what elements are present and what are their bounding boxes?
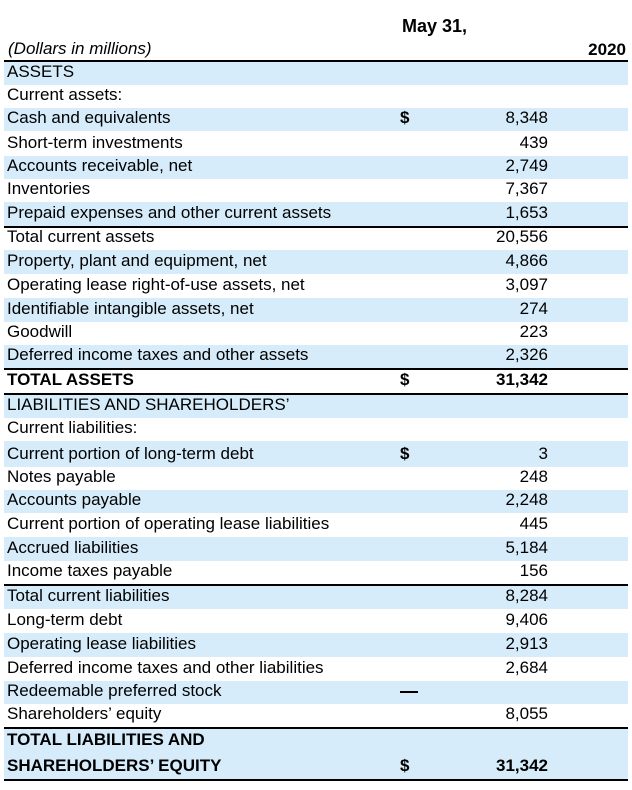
table-row: Prepaid expenses and other current asset…	[4, 202, 628, 226]
table-row: SHAREHOLDERS’ EQUITY $31,342	[4, 753, 628, 781]
row-value: 1,653	[505, 203, 548, 222]
row-label: Deferred income taxes and other liabilit…	[7, 658, 324, 677]
table-row: TOTAL LIABILITIES AND	[4, 727, 628, 753]
row-label: Identifiable intangible assets, net	[7, 299, 254, 318]
table-row: Accounts receivable, net 2,749	[4, 156, 628, 179]
header-rule	[4, 60, 628, 62]
year-header: 2020	[588, 40, 626, 59]
row-value: 2,684	[505, 658, 548, 677]
currency-symbol: $	[400, 370, 410, 389]
table-row: Current portion of long-term debt $3	[4, 441, 628, 467]
row-label: Current assets:	[7, 85, 123, 104]
row-label: Cash and equivalents	[7, 108, 171, 127]
table-row: Deferred income taxes and other assets 2,…	[4, 345, 628, 368]
row-value: 9,406	[505, 610, 548, 629]
row-value: 2,749	[505, 156, 548, 175]
table-row: Long-term debt 9,406	[4, 609, 628, 633]
row-value: 2,913	[505, 634, 548, 653]
table-row: Notes payable 248	[4, 467, 628, 490]
row-label: Current portion of operating lease liabi…	[7, 514, 330, 533]
table-row: Property, plant and equipment, net 4,866	[4, 250, 628, 274]
currency-symbol: $	[400, 444, 410, 463]
table-row: Current assets:	[4, 85, 628, 108]
date-header: May 31,	[402, 16, 468, 36]
row-label: Short-term investments	[7, 133, 183, 152]
row-value: 5,184	[505, 538, 548, 557]
table-row: Total current assets 20,556	[4, 226, 628, 250]
row-value: 3	[538, 444, 548, 463]
row-value: 3,097	[505, 275, 548, 294]
row-label: Prepaid expenses and other current asset…	[7, 203, 332, 222]
row-label: Goodwill	[7, 322, 73, 341]
row-label: Total current assets	[7, 227, 155, 246]
row-label: Property, plant and equipment, net	[7, 251, 267, 270]
table-row: Shareholders’ equity 8,055	[4, 704, 628, 727]
currency-symbol: $	[400, 108, 410, 127]
row-label: Notes payable	[7, 467, 116, 486]
row-value: 274	[519, 299, 548, 318]
row-label: Redeemable preferred stock	[7, 681, 222, 700]
row-value: 156	[519, 561, 548, 580]
row-label: Long-term debt	[7, 610, 123, 629]
row-value: 8,055	[505, 704, 548, 723]
row-value: 8,284	[505, 586, 548, 605]
table-row: Accounts payable 2,248	[4, 490, 628, 513]
row-label: ASSETS	[7, 62, 75, 81]
table-row: Cash and equivalents $8,348	[4, 108, 628, 131]
table-row: Deferred income taxes and other liabilit…	[4, 657, 628, 681]
row-value: 7,367	[505, 179, 548, 198]
row-value: 2,326	[505, 345, 548, 364]
row-label: Income taxes payable	[7, 561, 173, 580]
table-row: Operating lease liabilities 2,913	[4, 633, 628, 657]
balance-sheet-table: ASSETS Current assets: Cash and equivalent…	[4, 62, 628, 781]
table-row: ASSETS	[4, 62, 628, 85]
row-label: TOTAL ASSETS	[7, 370, 134, 389]
currency-symbol: $	[400, 756, 410, 775]
table-row: Current portion of operating lease liabi…	[4, 513, 628, 537]
row-label: Inventories	[7, 179, 91, 198]
table-row: Goodwill 223	[4, 322, 628, 345]
table-row: Redeemable preferred stock	[4, 681, 628, 704]
row-label: Total current liabilities	[7, 586, 170, 605]
row-label: Operating lease right-of-use assets, net	[7, 275, 305, 294]
row-value: 2,248	[505, 490, 548, 509]
row-label: Accrued liabilities	[7, 538, 139, 557]
row-value: 223	[519, 322, 548, 341]
table-row: Inventories 7,367	[4, 179, 628, 202]
table-row: Current liabilities:	[4, 418, 628, 441]
row-label: Current liabilities:	[7, 418, 138, 437]
nil-dash	[400, 691, 418, 693]
row-label: Accounts receivable, net	[7, 156, 193, 175]
row-value: 445	[519, 514, 548, 533]
units-label: (Dollars in millions)	[8, 39, 152, 58]
row-label: TOTAL LIABILITIES AND	[7, 730, 205, 749]
table-row: LIABILITIES AND SHAREHOLDERS’	[4, 395, 628, 418]
table-row: Accrued liabilities 5,184	[4, 537, 628, 561]
row-label: Current portion of long-term debt	[7, 444, 254, 463]
table-row: Short-term investments 439	[4, 131, 628, 156]
row-label: LIABILITIES AND SHAREHOLDERS’	[7, 395, 290, 414]
table-row: Total current liabilities 8,284	[4, 584, 628, 609]
row-value: 248	[519, 467, 548, 486]
row-label: Accounts payable	[7, 490, 142, 509]
table-row: Income taxes payable 156	[4, 561, 628, 584]
row-label: Operating lease liabilities	[7, 634, 196, 653]
row-value: 8,348	[505, 108, 548, 127]
row-value: 31,342	[496, 370, 548, 389]
row-value: 4,866	[505, 251, 548, 270]
table-row: Operating lease right-of-use assets, net…	[4, 274, 628, 298]
table-row: TOTAL ASSETS $31,342	[4, 368, 628, 395]
row-label: SHAREHOLDERS’ EQUITY	[7, 756, 222, 775]
table-row: Identifiable intangible assets, net 274	[4, 298, 628, 322]
row-value: 439	[519, 133, 548, 152]
row-value: 20,556	[496, 227, 548, 246]
row-value: 31,342	[496, 756, 548, 775]
row-label: Deferred income taxes and other assets	[7, 345, 309, 364]
row-label: Shareholders’ equity	[7, 704, 162, 723]
